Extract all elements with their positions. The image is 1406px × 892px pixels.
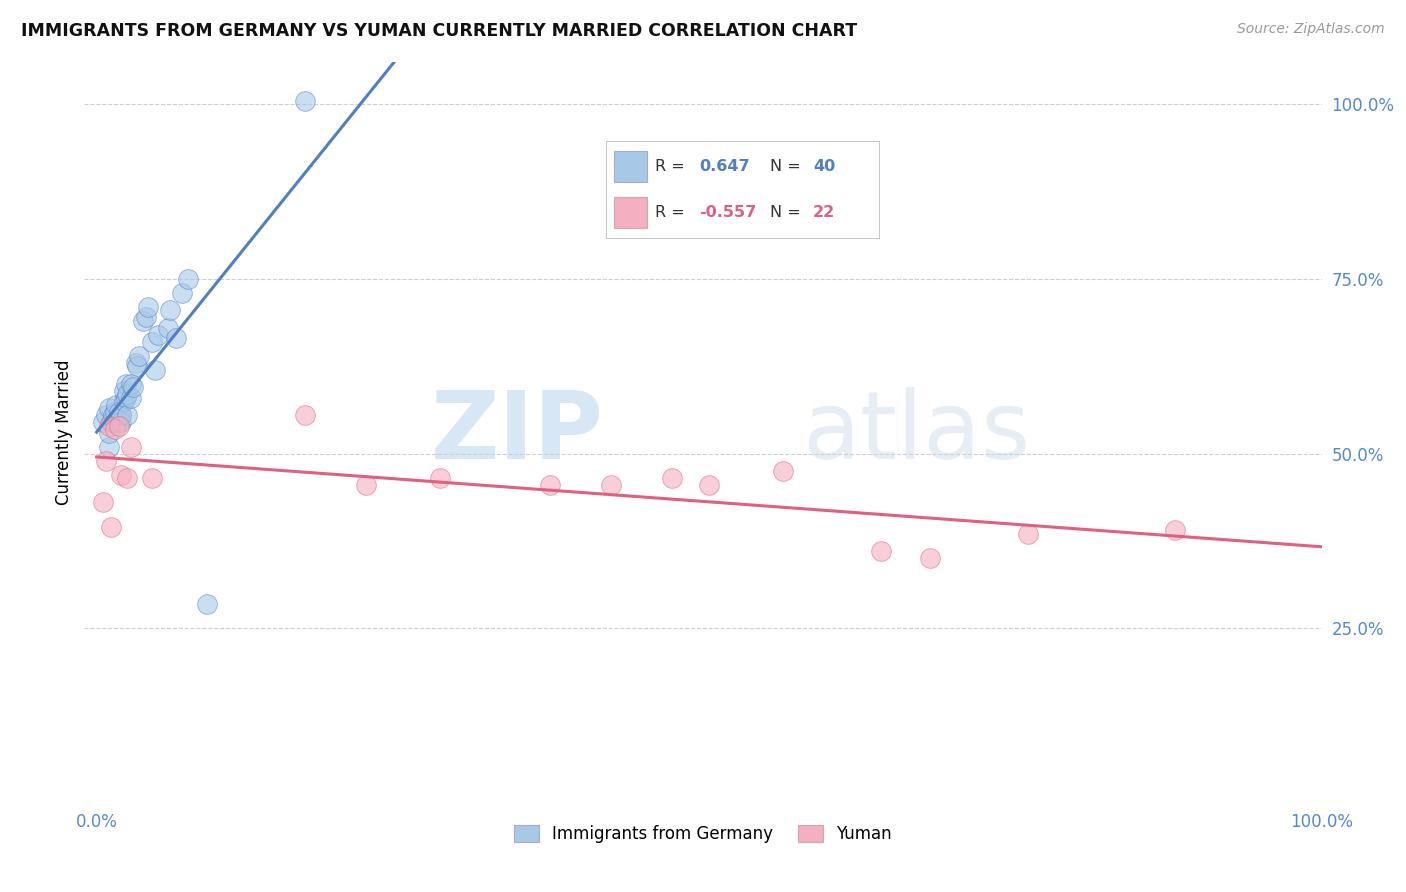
Point bbox=[772, 464, 794, 478]
Point bbox=[110, 408, 132, 422]
Point bbox=[122, 380, 145, 394]
Point bbox=[110, 467, 132, 482]
FancyBboxPatch shape bbox=[614, 197, 647, 228]
Point bbox=[100, 520, 122, 534]
Text: atlas: atlas bbox=[801, 386, 1031, 479]
Point bbox=[120, 440, 142, 454]
Point bbox=[128, 349, 150, 363]
Point bbox=[96, 453, 118, 467]
Point bbox=[107, 418, 129, 433]
Point bbox=[661, 471, 683, 485]
Text: -0.557: -0.557 bbox=[699, 205, 756, 220]
Point bbox=[125, 356, 148, 370]
Point bbox=[101, 408, 124, 422]
Point bbox=[100, 415, 122, 429]
Text: R =: R = bbox=[655, 205, 690, 220]
Point bbox=[294, 94, 316, 108]
Point bbox=[145, 363, 167, 377]
Text: N =: N = bbox=[769, 159, 806, 174]
Text: R =: R = bbox=[655, 159, 690, 174]
Text: 22: 22 bbox=[813, 205, 835, 220]
Point bbox=[105, 398, 128, 412]
Point bbox=[195, 597, 218, 611]
Y-axis label: Currently Married: Currently Married bbox=[55, 359, 73, 506]
Point bbox=[165, 331, 187, 345]
Point bbox=[120, 376, 142, 391]
Point bbox=[159, 303, 181, 318]
Point bbox=[107, 415, 129, 429]
Point bbox=[97, 418, 120, 433]
Point bbox=[115, 387, 138, 401]
Text: 0.647: 0.647 bbox=[699, 159, 749, 174]
Point bbox=[115, 376, 138, 391]
Point bbox=[97, 440, 120, 454]
Point bbox=[294, 408, 316, 422]
Point bbox=[136, 300, 159, 314]
Point bbox=[1017, 527, 1039, 541]
Point bbox=[91, 415, 114, 429]
Point bbox=[110, 408, 132, 422]
Text: ZIP: ZIP bbox=[432, 386, 605, 479]
Point bbox=[125, 359, 148, 374]
Point bbox=[104, 415, 127, 429]
Point bbox=[120, 391, 142, 405]
Point bbox=[697, 478, 720, 492]
Point bbox=[107, 405, 129, 419]
Text: IMMIGRANTS FROM GERMANY VS YUMAN CURRENTLY MARRIED CORRELATION CHART: IMMIGRANTS FROM GERMANY VS YUMAN CURRENT… bbox=[21, 22, 858, 40]
Point bbox=[141, 334, 163, 349]
Point bbox=[115, 391, 138, 405]
Point bbox=[172, 285, 194, 300]
Point bbox=[112, 384, 135, 398]
Point bbox=[97, 425, 120, 440]
Point bbox=[869, 544, 891, 558]
Text: 40: 40 bbox=[813, 159, 835, 174]
Point bbox=[104, 422, 127, 436]
Point bbox=[538, 478, 561, 492]
Point bbox=[112, 394, 135, 409]
Point bbox=[104, 405, 127, 419]
Legend: Immigrants from Germany, Yuman: Immigrants from Germany, Yuman bbox=[508, 819, 898, 850]
Point bbox=[115, 471, 138, 485]
Point bbox=[97, 401, 120, 416]
Point bbox=[1163, 524, 1185, 538]
Point bbox=[177, 272, 200, 286]
Point bbox=[110, 415, 132, 429]
Point bbox=[132, 314, 155, 328]
Point bbox=[354, 478, 377, 492]
Point bbox=[429, 471, 451, 485]
Text: Source: ZipAtlas.com: Source: ZipAtlas.com bbox=[1237, 22, 1385, 37]
Point bbox=[135, 310, 157, 325]
Point bbox=[600, 478, 623, 492]
Point bbox=[918, 551, 941, 566]
Point bbox=[141, 471, 163, 485]
Point bbox=[156, 321, 179, 335]
Point bbox=[115, 408, 138, 422]
FancyBboxPatch shape bbox=[614, 151, 647, 182]
Point bbox=[146, 327, 169, 342]
Text: N =: N = bbox=[769, 205, 806, 220]
Point bbox=[96, 408, 118, 422]
Point bbox=[91, 495, 114, 509]
